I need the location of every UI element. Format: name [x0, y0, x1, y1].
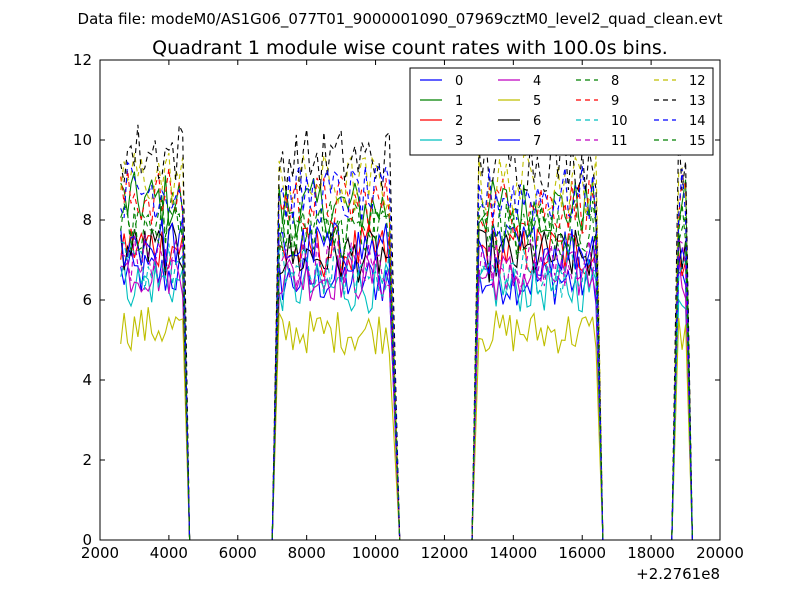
legend-label-6: 6 [533, 114, 541, 129]
legend-label-5: 5 [533, 94, 541, 109]
series-layer [120, 123, 693, 540]
x-tick-label: 18000 [627, 544, 675, 562]
series-line-15 [120, 197, 693, 540]
series-line-12 [120, 152, 693, 540]
legend-label-7: 7 [533, 134, 541, 149]
x-tick-label: 10000 [352, 544, 400, 562]
legend-label-8: 8 [611, 74, 619, 89]
x-tick-label: 2000 [81, 544, 119, 562]
series-line-10 [120, 241, 693, 540]
y-tick-label: 10 [73, 131, 92, 149]
y-tick-label: 12 [73, 51, 92, 69]
plot-area: 2000 4000 6000 8000 10000 12000 14000 16000 1800… [73, 51, 744, 583]
legend-label-15: 15 [689, 134, 706, 149]
y-tick-label: 6 [82, 291, 92, 309]
legend-label-3: 3 [455, 134, 463, 149]
x-offset-label: +2.2761e8 [636, 565, 720, 583]
legend-box [409, 67, 714, 156]
legend-label-1: 1 [455, 94, 463, 109]
suptitle: Data file: modeM0/AS1G06_077T01_90000010… [78, 10, 723, 29]
legend-label-14: 14 [689, 114, 706, 129]
x-tick-label: 14000 [489, 544, 537, 562]
x-tick-label: 4000 [150, 544, 188, 562]
series-line-11 [120, 234, 693, 540]
series-line-5 [120, 307, 693, 540]
series-line-14 [120, 161, 693, 540]
legend-label-13: 13 [689, 94, 706, 109]
legend-label-11: 11 [611, 134, 628, 149]
y-tick-label: 0 [82, 531, 92, 549]
series-line-9 [120, 168, 693, 540]
legend-label-4: 4 [533, 74, 541, 89]
x-tick-label: 12000 [421, 544, 469, 562]
chart-title: Quadrant 1 module wise count rates with … [152, 37, 668, 59]
legend-label-10: 10 [611, 114, 628, 129]
legend-label-2: 2 [455, 114, 463, 129]
x-tick-label: 20000 [696, 544, 744, 562]
legend-label-9: 9 [611, 94, 619, 109]
x-axis: 2000 4000 6000 8000 10000 12000 14000 16000 1800… [81, 60, 744, 562]
x-tick-label: 6000 [219, 544, 257, 562]
x-tick-label: 8000 [288, 544, 326, 562]
x-tick-label: 16000 [558, 544, 606, 562]
legend-label-0: 0 [455, 74, 463, 89]
y-tick-label: 2 [82, 451, 92, 469]
legend-label-12: 12 [689, 74, 706, 89]
y-tick-label: 4 [82, 371, 92, 389]
y-tick-label: 8 [82, 211, 92, 229]
